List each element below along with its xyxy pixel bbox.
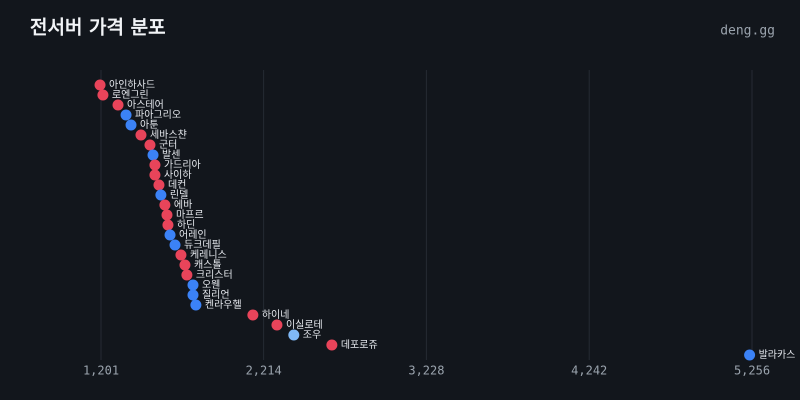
dot xyxy=(169,239,181,251)
dot xyxy=(135,129,147,141)
dot-label: 파아그리오 xyxy=(135,109,181,121)
dot xyxy=(164,229,176,241)
dot xyxy=(187,289,199,301)
dot-label: 사이하 xyxy=(164,168,192,181)
dot-label: 오웬 xyxy=(202,278,220,291)
dot-label: 군터 xyxy=(159,139,177,151)
dot xyxy=(161,209,173,221)
dot-label: 발센 xyxy=(162,149,180,161)
dot xyxy=(149,159,161,171)
dot-label: 아인하사드 xyxy=(109,78,155,91)
source: deng.gg xyxy=(720,24,775,39)
dot-label: 세바스챤 xyxy=(150,129,187,141)
dot-label: 크리스터 xyxy=(196,269,233,281)
dot xyxy=(190,299,202,311)
dot-label: 로엔그린 xyxy=(112,89,149,101)
dot xyxy=(181,269,193,281)
dot-label: 하이네 xyxy=(262,308,290,321)
dot xyxy=(120,109,132,121)
dot-label: 에바 xyxy=(174,199,192,211)
dot xyxy=(112,99,124,111)
dot-label: 듀크데필 xyxy=(184,239,221,251)
dot-label: 마프르 xyxy=(176,209,204,221)
x-tick-label: 1,201 xyxy=(83,364,119,378)
dot-label: 하딘 xyxy=(177,218,195,231)
dot xyxy=(147,149,159,161)
dot xyxy=(94,79,106,91)
dot-label: 켄라우헬 xyxy=(205,299,242,311)
dot xyxy=(162,219,174,231)
dot xyxy=(149,169,161,181)
dot-label: 아스테어 xyxy=(127,99,164,111)
x-tick-label: 4,242 xyxy=(571,364,607,378)
dot-label: 가드리아 xyxy=(164,159,201,171)
dot-label: 린델 xyxy=(170,189,188,201)
dot xyxy=(326,339,338,351)
dot-label: 데컨 xyxy=(168,179,186,191)
dot xyxy=(288,329,300,341)
dot xyxy=(153,179,165,191)
dot-label: 이실로테 xyxy=(286,319,323,331)
dot xyxy=(179,259,191,271)
dot xyxy=(159,199,171,211)
dot xyxy=(144,139,156,151)
x-tick-label: 5,256 xyxy=(734,364,770,378)
dot xyxy=(155,189,167,201)
dot-label: 발라카스 xyxy=(759,349,796,361)
dot xyxy=(175,249,187,261)
dot xyxy=(187,279,199,291)
dot-label: 케레니스 xyxy=(190,249,227,261)
chart-title: 전서버 가격 분포 xyxy=(30,17,166,39)
x-tick-label: 3,228 xyxy=(408,364,444,378)
dot-label: 조우 xyxy=(303,329,321,341)
dot-label: 아툰 xyxy=(140,119,158,131)
dot xyxy=(125,119,137,131)
dot xyxy=(97,89,109,101)
dot xyxy=(744,349,756,361)
dot xyxy=(247,309,259,321)
dot-label: 데포로쥬 xyxy=(341,339,378,351)
dot-label: 질리언 xyxy=(202,289,230,301)
dot-label: 어레인 xyxy=(179,229,207,241)
dot-label: 캐스톨 xyxy=(194,259,222,271)
x-tick-label: 2,214 xyxy=(246,364,282,378)
dot xyxy=(271,319,283,331)
